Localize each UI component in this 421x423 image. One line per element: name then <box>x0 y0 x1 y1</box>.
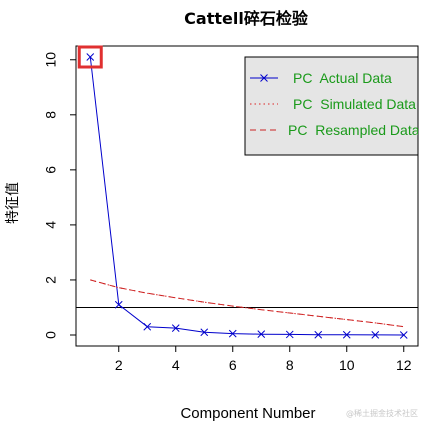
series-line-1 <box>90 279 404 328</box>
data-point <box>143 322 152 331</box>
x-tick-label: 10 <box>339 357 355 373</box>
highlight-rect <box>77 45 103 69</box>
data-point <box>228 329 237 338</box>
data-point <box>342 330 351 339</box>
y-tick-label: 6 <box>43 166 59 174</box>
data-point <box>371 330 380 339</box>
highlight-box <box>77 45 103 69</box>
y-tick-label: 8 <box>43 111 59 119</box>
y-tick-label: 2 <box>43 276 59 284</box>
x-axis-label: Component Number <box>180 405 315 422</box>
data-point <box>171 324 180 332</box>
chart-title: Cattell碎石检验 <box>184 9 309 28</box>
data-point <box>86 53 95 61</box>
x-tick-label: 8 <box>286 357 294 373</box>
axis-ticks: 2 4 6 8 10 12 0 2 4 6 8 10 <box>43 52 412 373</box>
legend-label: PC Resampled Data <box>288 122 420 138</box>
series-lines <box>76 56 418 336</box>
series-line-2 <box>90 279 404 328</box>
y-tick-label: 10 <box>43 52 59 68</box>
data-point <box>285 330 294 339</box>
data-point <box>257 330 266 339</box>
legend-item: PC Resampled Data <box>250 122 420 138</box>
legend-item: PC Simulated Data <box>250 96 416 112</box>
data-point <box>200 328 209 337</box>
legend-box <box>244 56 419 156</box>
watermark: @稀土掘金技术社区 <box>346 408 418 418</box>
plot-frame <box>75 45 419 347</box>
x-tick-label: 12 <box>396 357 412 373</box>
y-tick-label: 0 <box>43 331 59 339</box>
data-point <box>114 300 123 309</box>
legend-label: PC Actual Data <box>293 70 392 86</box>
series-markers <box>86 53 408 339</box>
data-point <box>399 331 408 339</box>
legend-item: PC Actual Data <box>250 70 392 86</box>
series-line-0 <box>89 56 404 336</box>
legend: PC Actual Data PC Simulated Data PC Resamp… <box>244 56 420 156</box>
y-axis-label: 特征值 <box>5 182 21 224</box>
x-tick-label: 2 <box>115 357 123 373</box>
legend-label: PC Simulated Data <box>293 96 416 112</box>
x-tick-label: 6 <box>229 357 237 373</box>
x-tick-label: 4 <box>172 357 180 373</box>
y-tick-label: 4 <box>43 221 59 229</box>
data-point <box>314 330 323 339</box>
